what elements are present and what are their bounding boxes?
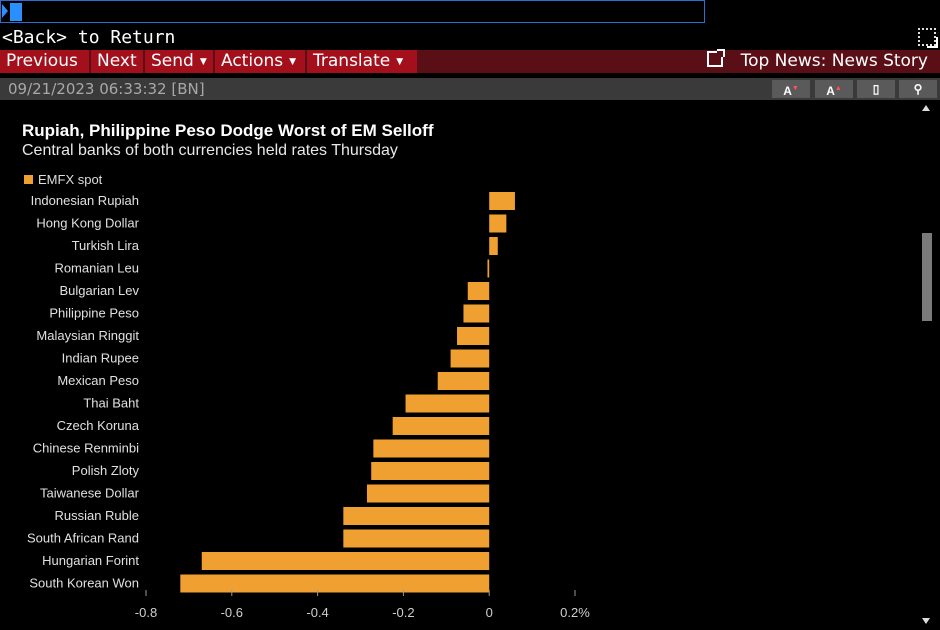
previous-button[interactable]: Previous bbox=[0, 50, 89, 73]
category-label: Indian Rupee bbox=[62, 351, 139, 366]
translate-menu-button[interactable]: Translate ▼ bbox=[307, 50, 417, 73]
window-resize-icon[interactable] bbox=[918, 28, 938, 48]
x-tick-label: 0.2% bbox=[560, 605, 590, 620]
command-arrow-icon bbox=[2, 4, 8, 18]
menu-bar: Previous Next Send ▼ Actions ▼ Translate ▼ … bbox=[0, 49, 940, 73]
bar bbox=[489, 214, 507, 233]
story-info-bar: 09/21/2023 06:33:32 [BN] A▼ A▲ ▯ ⚲ bbox=[0, 78, 940, 100]
send-menu-button[interactable]: Send ▼ bbox=[145, 50, 213, 73]
category-label: Czech Koruna bbox=[57, 418, 140, 433]
bar bbox=[467, 282, 490, 300]
top-news-link[interactable]: Top News: News Story bbox=[706, 49, 940, 73]
category-label: Indonesian Rupiah bbox=[31, 193, 139, 208]
bar bbox=[487, 259, 490, 278]
category-label: Hungarian Forint bbox=[42, 553, 139, 568]
category-label: Bulgarian Lev bbox=[60, 283, 140, 298]
category-label: Hong Kong Dollar bbox=[36, 216, 139, 231]
actions-dropdown-icon: ▼ bbox=[289, 57, 297, 67]
category-label: South Korean Won bbox=[29, 576, 139, 591]
search-icon[interactable]: ⚲ bbox=[899, 80, 937, 98]
chart-legend: EMFX spot bbox=[24, 172, 102, 187]
category-label: Turkish Lira bbox=[72, 238, 140, 253]
actions-menu-button[interactable]: Actions ▼ bbox=[215, 50, 305, 73]
bar bbox=[343, 529, 490, 548]
category-label: Mexican Peso bbox=[57, 373, 139, 388]
bar bbox=[450, 349, 490, 368]
back-to-return-link[interactable]: <Back> to Return bbox=[2, 27, 176, 48]
increase-font-button[interactable]: A▲ bbox=[815, 80, 853, 98]
x-tick-label: -0.6 bbox=[221, 605, 243, 620]
bar bbox=[201, 552, 490, 570]
scroll-up-icon[interactable] bbox=[922, 105, 930, 111]
category-label: Taiwanese Dollar bbox=[40, 486, 140, 501]
bar bbox=[373, 439, 490, 458]
translate-label: Translate bbox=[313, 51, 391, 71]
story-timestamp: 09/21/2023 06:33:32 [BN] bbox=[8, 80, 205, 98]
external-link-icon bbox=[706, 49, 725, 67]
scroll-down-icon[interactable] bbox=[922, 618, 930, 624]
category-label: South African Rand bbox=[27, 531, 139, 546]
bar bbox=[392, 417, 490, 435]
category-label: Chinese Renminbi bbox=[33, 441, 139, 456]
bar bbox=[463, 304, 490, 323]
scrollbar[interactable] bbox=[919, 100, 934, 630]
category-label: Philippine Peso bbox=[49, 306, 139, 321]
bar bbox=[180, 574, 490, 593]
category-label: Russian Ruble bbox=[54, 508, 139, 523]
category-label: Thai Baht bbox=[83, 396, 139, 411]
send-label: Send bbox=[151, 51, 194, 71]
legend-label: EMFX spot bbox=[38, 172, 103, 187]
bookmark-icon[interactable]: ▯ bbox=[857, 80, 895, 98]
actions-label: Actions bbox=[221, 51, 284, 71]
next-label: Next bbox=[97, 51, 137, 71]
chart-subtitle: Central banks of both currencies held ra… bbox=[22, 142, 398, 159]
bar bbox=[457, 327, 490, 345]
next-button[interactable]: Next bbox=[91, 50, 143, 73]
text-cursor bbox=[10, 3, 22, 21]
bar bbox=[489, 192, 515, 210]
bar bbox=[489, 237, 498, 255]
command-line-input[interactable] bbox=[0, 0, 705, 23]
category-label: Polish Zloty bbox=[72, 463, 140, 478]
legend-swatch bbox=[24, 175, 33, 184]
x-tick-label: -0.4 bbox=[306, 605, 328, 620]
top-news-label: Top News: News Story bbox=[740, 51, 928, 71]
bar bbox=[366, 484, 490, 503]
chart-title: Rupiah, Philippine Peso Dodge Worst of E… bbox=[22, 121, 434, 140]
bar bbox=[371, 462, 490, 480]
previous-label: Previous bbox=[6, 51, 78, 71]
bar bbox=[405, 394, 490, 413]
scrollbar-thumb[interactable] bbox=[922, 233, 932, 321]
decrease-font-button[interactable]: A▼ bbox=[772, 80, 810, 98]
category-label: Romanian Leu bbox=[54, 261, 139, 276]
translate-dropdown-icon: ▼ bbox=[396, 57, 404, 67]
bar bbox=[437, 372, 490, 390]
send-dropdown-icon: ▼ bbox=[199, 57, 207, 67]
category-label: Malaysian Ringgit bbox=[36, 328, 139, 343]
x-tick-label: -0.2 bbox=[392, 605, 414, 620]
x-tick-label: 0 bbox=[486, 605, 493, 620]
bar bbox=[343, 507, 490, 525]
x-tick-label: -0.8 bbox=[135, 605, 157, 620]
